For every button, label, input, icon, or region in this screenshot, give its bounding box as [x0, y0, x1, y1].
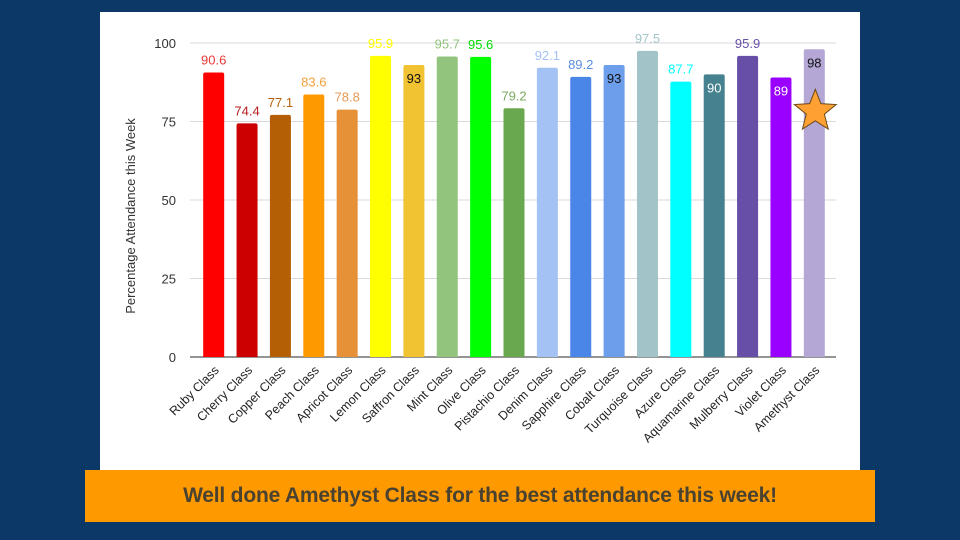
data-label: 98	[807, 55, 821, 70]
bar	[503, 108, 525, 357]
bar	[403, 64, 425, 358]
chart-panel: 0 25 50 75 100 90.6 74.4 77.1 83.6 78.8 95.9 93 95.…	[100, 12, 860, 470]
bar	[770, 77, 792, 357]
data-label: 92.1	[535, 48, 560, 63]
data-label: 95.7	[435, 37, 460, 52]
data-label: 90.6	[201, 53, 226, 68]
data-label: 95.9	[368, 36, 393, 51]
data-label: 89.2	[568, 57, 593, 72]
data-label: 89	[774, 84, 788, 99]
star-icon	[793, 87, 838, 131]
bar	[636, 50, 658, 357]
bar	[236, 123, 258, 357]
data-label: 95.9	[735, 36, 760, 51]
bar	[570, 76, 592, 358]
bar	[436, 56, 458, 357]
bar	[336, 109, 358, 358]
data-label: 97.5	[635, 31, 660, 46]
y-axis-title: Percentage Attendance this Week	[123, 118, 138, 314]
data-label: 79.2	[501, 88, 526, 103]
data-label: 74.4	[234, 103, 259, 118]
data-label: 77.1	[268, 95, 293, 110]
bar	[670, 81, 692, 357]
bar	[203, 72, 225, 358]
data-label: 83.6	[301, 74, 326, 89]
y-tick-label: 0	[169, 350, 176, 365]
data-label: 78.8	[335, 90, 360, 105]
data-label: 90	[707, 80, 721, 95]
bar	[803, 49, 825, 357]
bar	[269, 114, 291, 357]
bar	[370, 55, 392, 358]
bar	[703, 74, 725, 358]
congratulations-banner: Well done Amethyst Class for the best at…	[85, 470, 875, 522]
data-label: 95.6	[468, 37, 493, 52]
y-tick-label: 100	[154, 36, 176, 51]
banner-text: Well done Amethyst Class for the best at…	[183, 484, 777, 507]
y-tick-label: 75	[162, 115, 176, 130]
y-tick-label: 50	[162, 193, 176, 208]
bar	[303, 94, 325, 357]
data-label: 93	[607, 71, 621, 86]
bar	[737, 55, 759, 358]
data-label: 93	[407, 71, 421, 86]
bar	[603, 64, 625, 358]
attendance-bar-chart: 0 25 50 75 100 90.6 74.4 77.1 83.6 78.8 95.9 93 95.…	[123, 31, 838, 445]
bar	[470, 56, 492, 357]
y-tick-label: 25	[162, 272, 176, 287]
bar	[536, 67, 558, 357]
data-label: 87.7	[668, 62, 693, 77]
